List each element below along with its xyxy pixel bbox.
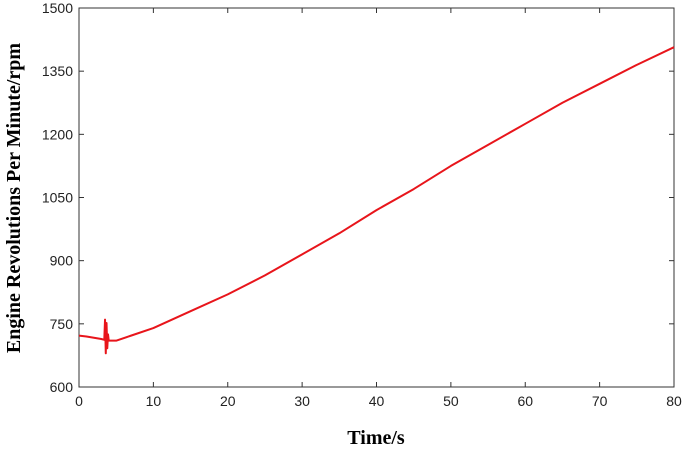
x-tick-label: 10 <box>146 393 162 409</box>
x-tick-label: 30 <box>294 393 310 409</box>
y-tick-label: 1500 <box>42 0 73 16</box>
plot-frame <box>78 7 675 388</box>
x-tick-label: 70 <box>592 393 608 409</box>
data-line <box>78 46 675 355</box>
y-tick-label: 1050 <box>42 190 73 206</box>
x-tick-label: 20 <box>220 393 236 409</box>
y-tick-label: 750 <box>50 316 74 332</box>
x-tick-label: 0 <box>75 393 83 409</box>
y-tick-label: 1200 <box>42 126 73 142</box>
x-axis-title: Time/s <box>347 427 405 449</box>
x-tick-label: 40 <box>369 393 385 409</box>
y-tick-label: 1350 <box>42 63 73 79</box>
x-tick-label: 50 <box>443 393 459 409</box>
y-tick-label: 600 <box>50 379 74 395</box>
y-axis-title: Engine Revolutions Per Minute/rpm <box>3 43 25 354</box>
x-tick-label: 60 <box>517 393 533 409</box>
y-tick-label: 900 <box>50 253 74 269</box>
x-tick-label: 80 <box>666 393 682 409</box>
